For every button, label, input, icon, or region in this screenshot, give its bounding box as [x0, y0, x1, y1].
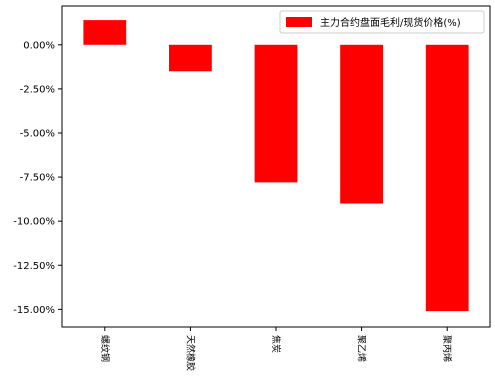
x-axis: 螺纹钢 天然橡胶 焦炭 聚乙烯 聚丙烯: [99, 327, 453, 371]
legend-label: 主力合约盘面毛利/现货价格(%): [320, 16, 461, 29]
y-tick-label: -12.50%: [13, 261, 55, 272]
y-tick-label: -5.00%: [20, 128, 55, 139]
y-tick-label: -7.50%: [20, 173, 55, 184]
x-tick-label: 焦炭: [270, 335, 282, 353]
x-tick-label: 聚丙烯: [441, 335, 453, 362]
bar: [169, 44, 212, 72]
y-tick-label: -10.00%: [13, 217, 55, 228]
y-tick-label: 0.00%: [23, 40, 55, 51]
y-axis: 0.00% -2.50% -5.00% -7.50% -10.00% -12.50% -15…: [13, 40, 62, 316]
y-tick-label: -15.00%: [13, 305, 55, 316]
plot-frame: [61, 5, 491, 328]
x-tick-label: 螺纹钢: [99, 335, 111, 362]
bar: [254, 44, 298, 183]
bar: [83, 20, 127, 45]
bar: [425, 44, 469, 312]
legend-box: [279, 10, 485, 34]
x-tick-label: 天然橡胶: [184, 335, 196, 371]
x-tick-label: 聚乙烯: [356, 335, 368, 362]
legend-swatch: [286, 17, 312, 27]
bar: [340, 44, 383, 204]
bars-group: [83, 20, 469, 312]
legend: 主力合约盘面毛利/现货价格(%): [279, 10, 485, 34]
y-tick-label: -2.50%: [20, 84, 55, 95]
